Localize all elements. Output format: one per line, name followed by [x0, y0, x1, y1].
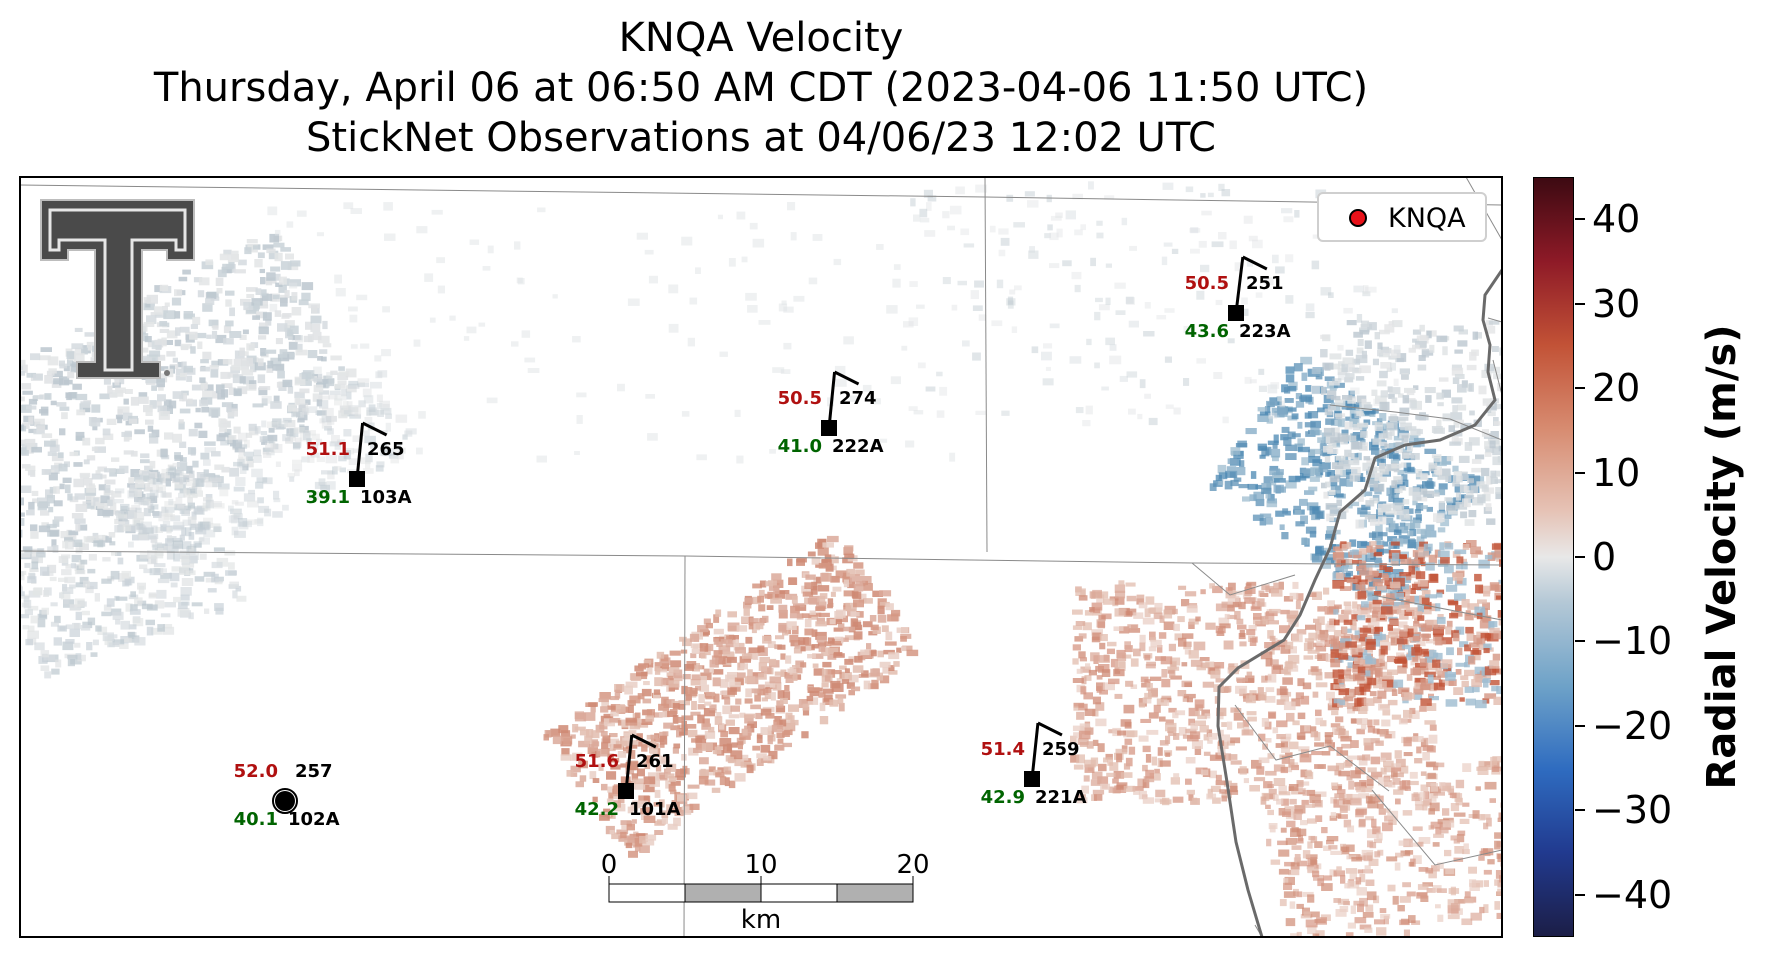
station-dewpoint: 40.1 [234, 809, 278, 830]
station-marker [349, 471, 365, 487]
radar-velocity-layer [20, 181, 1502, 937]
map-legend: KNQA [1317, 192, 1487, 242]
station-marker [275, 791, 295, 811]
station-223A [1228, 255, 1268, 321]
colorbar-tick-mark [1575, 640, 1585, 643]
colorbar-tick-mark [1575, 556, 1585, 558]
knqa-marker-icon [1349, 209, 1367, 227]
station-wind-direction: 257 [295, 761, 333, 782]
station-101A [618, 733, 657, 799]
scale-tick-10: 10 [744, 850, 777, 880]
texas-tech-logo [40, 199, 195, 379]
station-dewpoint: 41.0 [778, 436, 822, 457]
station-id: 101A [629, 799, 681, 820]
station-wind-direction: 261 [636, 751, 674, 772]
scale-tick-20: 20 [896, 850, 929, 880]
wind-barb-staff [624, 734, 634, 792]
colorbar-tick-mark [1575, 724, 1585, 727]
station-dewpoint: 39.1 [306, 487, 350, 508]
scale-bar: 0 10 20 km [601, 850, 930, 935]
colorbar-tick-mark [1575, 218, 1585, 221]
station-102A [272, 788, 298, 814]
station-id: 223A [1239, 321, 1291, 342]
station-temperature: 51.4 [981, 739, 1025, 760]
station-dewpoint: 42.9 [981, 787, 1025, 808]
map-subtitle-obs: StickNet Observations at 04/06/23 12:02 … [306, 115, 1216, 161]
station-wind-direction: 265 [367, 439, 405, 460]
station-222A [821, 370, 860, 436]
wind-barb-staff [1030, 722, 1040, 780]
wind-barb-flag [631, 733, 657, 749]
station-marker [1024, 771, 1040, 787]
station-temperature: 50.5 [1185, 273, 1229, 294]
station-temperature: 51.1 [306, 439, 350, 460]
station-id: 221A [1035, 787, 1087, 808]
station-temperature: 50.5 [778, 388, 822, 409]
station-wind-direction: 259 [1042, 739, 1080, 760]
station-221A [1024, 721, 1063, 787]
colorbar-tick-label: −10 [1592, 619, 1673, 664]
station-marker [618, 783, 634, 799]
wind-barb-flag [833, 370, 860, 386]
station-dewpoint: 43.6 [1185, 321, 1229, 342]
station-dewpoint: 42.2 [575, 799, 619, 820]
state-boundary [1216, 269, 1502, 937]
legend-label: KNQA [1388, 203, 1466, 234]
calm-circle [272, 788, 298, 814]
colorbar-tick-mark [1575, 893, 1585, 896]
wind-barb-staff [1234, 256, 1245, 314]
wind-barb-flag [361, 421, 388, 437]
colorbar-tick-label: −20 [1592, 703, 1673, 748]
wind-barb-staff [355, 422, 365, 480]
colorbar-tick-label: 30 [1592, 281, 1641, 326]
scale-unit: km [741, 905, 781, 935]
colorbar-tick-label: 40 [1592, 197, 1641, 242]
colorbar-tick-label: 20 [1592, 366, 1641, 411]
colorbar-tick-mark [1575, 387, 1585, 390]
velocity-colorbar [1533, 177, 1574, 937]
station-marker [1228, 305, 1244, 321]
station-marker [821, 420, 837, 436]
station-wind-direction: 251 [1246, 273, 1284, 294]
station-temperature: 52.0 [234, 761, 278, 782]
colorbar-tick-mark [1575, 302, 1585, 305]
station-id: 222A [832, 436, 884, 457]
sticknet-stations: 51.1 265 39.1 103A 50.5 274 41.0 222A 50.5 251 43.… [234, 255, 1291, 830]
map-subtitle-time: Thursday, April 06 at 06:50 AM CDT (2023… [153, 65, 1369, 111]
station-id: 102A [288, 809, 340, 830]
colorbar-tick-mark [1575, 471, 1585, 474]
wind-barb-staff [827, 371, 837, 429]
station-wind-direction: 274 [839, 388, 877, 409]
colorbar-tick-mark [1575, 809, 1585, 812]
colorbar-tick-label: 10 [1592, 450, 1641, 495]
wind-barb-flag [1037, 721, 1063, 737]
scale-tick-0: 0 [601, 850, 618, 880]
colorbar-tick-label: −30 [1592, 788, 1673, 833]
colorbar-tick-label: 0 [1592, 535, 1617, 579]
station-temperature: 51.6 [575, 751, 619, 772]
station-103A [349, 421, 388, 487]
map-title: KNQA Velocity [618, 15, 904, 61]
map-frame [19, 176, 1503, 938]
colorbar-tick-label: −40 [1592, 872, 1673, 917]
station-id: 103A [360, 487, 412, 508]
colorbar-title: Radial Velocity (m/s) [1699, 324, 1745, 790]
wind-barb-flag [1242, 255, 1268, 271]
